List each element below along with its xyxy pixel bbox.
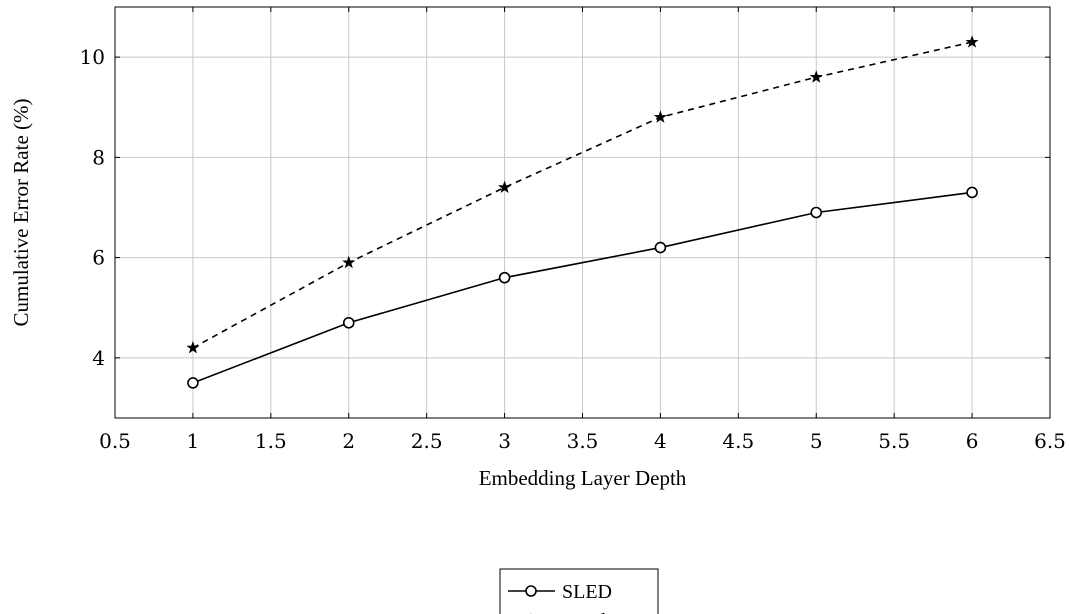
- series-baseline: [186, 35, 979, 354]
- x-axis-label: Embedding Layer Depth: [479, 466, 687, 490]
- star-marker: [342, 255, 356, 269]
- x-tick-label: 4.5: [722, 429, 754, 453]
- y-tick-label: 8: [92, 145, 105, 169]
- series-sled: [187, 186, 978, 389]
- circle-marker: [187, 377, 199, 389]
- y-tick-label: 10: [80, 45, 105, 69]
- x-tick-label: 2: [342, 429, 355, 453]
- x-tick-label: 3.5: [567, 429, 599, 453]
- circle-marker: [654, 241, 667, 254]
- series-line-sled: [192, 191, 973, 384]
- x-tick-label: 1.5: [255, 429, 287, 453]
- series-line-baseline: [192, 41, 973, 349]
- tick-labels: 0.5 1 1.5 2 2.5 3 3.5 4 4.5 5 5.5 6 6.5 4 6 8 10: [80, 45, 1066, 453]
- legend: SLED Baseline: [499, 568, 659, 614]
- star-marker: [186, 340, 200, 354]
- x-tick-label: 4: [654, 429, 667, 453]
- circle-marker: [810, 206, 823, 219]
- x-tick-label: 2.5: [411, 429, 443, 453]
- legend-entry-baseline: Baseline: [530, 610, 631, 614]
- x-tick-label: 1: [187, 429, 200, 453]
- x-tick-label: 3: [498, 429, 511, 453]
- axis-ticks: [114, 7, 1051, 418]
- x-tick-label: 5: [810, 429, 823, 453]
- x-tick-label: 6: [966, 429, 979, 453]
- x-tick-label: 6.5: [1034, 429, 1066, 453]
- legend-circle-marker: [525, 585, 537, 597]
- circle-marker: [342, 316, 355, 329]
- star-marker: [653, 110, 667, 123]
- y-axis-label: Cumulative Error Rate (%): [9, 98, 33, 326]
- legend-entries: SLED Baseline: [508, 581, 631, 614]
- x-tick-label: 0.5: [99, 429, 131, 453]
- series-lines: [186, 35, 979, 389]
- grid: [114, 7, 1051, 418]
- star-marker: [965, 35, 979, 48]
- x-tick-label: 5.5: [878, 429, 910, 453]
- circle-marker: [966, 186, 978, 199]
- legend-label: Baseline: [562, 610, 631, 614]
- y-tick-label: 4: [92, 346, 105, 370]
- y-tick-label: 6: [92, 246, 105, 270]
- star-marker: [498, 180, 512, 194]
- legend-entry-sled: SLED: [508, 581, 612, 603]
- star-marker: [809, 70, 823, 83]
- circle-marker: [498, 271, 511, 284]
- legend-label: SLED: [562, 581, 612, 603]
